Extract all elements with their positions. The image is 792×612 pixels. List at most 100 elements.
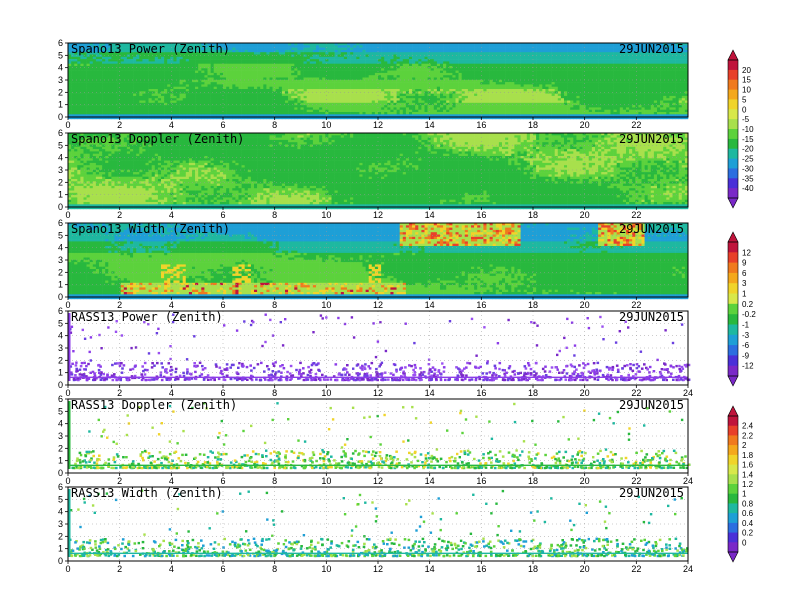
heatmap-cell <box>443 49 447 53</box>
heatmap-cell <box>505 54 509 58</box>
heatmap-cell <box>257 61 261 64</box>
heatmap-cell <box>455 86 459 90</box>
heatmap-cell <box>130 47 134 51</box>
heatmap-cell <box>210 68 214 71</box>
heatmap-cell <box>412 112 416 115</box>
heatmap-cell <box>244 107 249 110</box>
heatmap-cell <box>102 89 106 92</box>
heatmap-cell <box>266 61 270 64</box>
heatmap-cell <box>142 75 146 78</box>
heatmap-cell <box>430 95 435 99</box>
heatmap-cell <box>334 109 338 113</box>
heatmap-cell <box>195 91 199 94</box>
heatmap-cell <box>322 77 326 81</box>
heatmap-cell <box>238 89 242 92</box>
heatmap-cell <box>430 56 435 60</box>
heatmap-cell <box>86 102 90 106</box>
heatmap-cell <box>213 112 218 115</box>
heatmap-cell <box>176 47 180 51</box>
heatmap-cell <box>319 79 323 83</box>
heatmap-cell <box>514 82 518 85</box>
heatmap-cell <box>319 68 323 71</box>
heatmap-cell <box>424 43 428 46</box>
heatmap-cell <box>108 56 112 60</box>
heatmap-cell <box>399 116 404 120</box>
heatmap-cell <box>319 100 323 104</box>
heatmap-cell <box>312 116 317 120</box>
heatmap-cell <box>145 68 149 71</box>
heatmap-cell <box>467 61 472 64</box>
heatmap-cell <box>139 45 143 48</box>
heatmap-cell <box>99 56 103 60</box>
heatmap-cell <box>309 49 314 53</box>
heatmap-cell <box>213 68 218 71</box>
heatmap-cell <box>306 77 311 81</box>
heatmap-cell <box>114 70 118 74</box>
heatmap-cell <box>164 100 168 104</box>
heatmap-cell <box>71 116 75 120</box>
heatmap-cell <box>269 52 273 55</box>
heatmap-cell <box>68 95 72 99</box>
heatmap-cell <box>471 56 475 60</box>
heatmap-cell <box>387 95 391 99</box>
heatmap-cell <box>300 70 304 74</box>
heatmap-cell <box>192 68 196 71</box>
heatmap-cell <box>520 79 524 83</box>
heatmap-cell <box>471 61 475 64</box>
heatmap-cell <box>303 100 307 104</box>
heatmap-cell <box>514 63 518 67</box>
heatmap-cell <box>415 89 419 92</box>
heatmap-cell <box>533 59 537 62</box>
heatmap-cell <box>157 79 162 83</box>
heatmap-cell <box>343 116 348 120</box>
heatmap-cell <box>418 77 422 81</box>
heatmap-cell <box>436 79 441 83</box>
heatmap-cell <box>464 93 469 97</box>
heatmap-cell <box>486 68 490 71</box>
heatmap-cell <box>427 72 431 76</box>
heatmap-cell <box>185 63 190 67</box>
heatmap-cell <box>195 56 199 60</box>
heatmap-cell <box>86 68 90 71</box>
heatmap-cell <box>396 52 400 55</box>
heatmap-cell <box>480 66 484 69</box>
heatmap-cell <box>334 114 338 117</box>
heatmap-cell <box>83 79 87 83</box>
heatmap-cell <box>201 79 205 83</box>
heatmap-cell <box>188 63 193 67</box>
heatmap-cell <box>316 89 320 92</box>
heatmap-cell <box>387 45 391 48</box>
heatmap-cell <box>198 89 202 92</box>
heatmap-cell <box>185 116 190 120</box>
heatmap-cell <box>219 43 224 46</box>
heatmap-cell <box>405 102 410 106</box>
heatmap-cell <box>474 77 478 81</box>
heatmap-cell <box>526 100 531 104</box>
heatmap-cell <box>517 56 521 60</box>
heatmap-cell <box>241 77 245 81</box>
heatmap-cell <box>223 47 227 51</box>
heatmap-cell <box>446 89 450 92</box>
heatmap-cell <box>136 72 140 76</box>
heatmap-cell <box>210 109 214 113</box>
heatmap-cell <box>319 47 323 51</box>
heatmap-cell <box>381 95 385 99</box>
heatmap-cell <box>443 45 447 48</box>
heatmap-cell <box>309 56 314 60</box>
heatmap-cell <box>157 43 162 46</box>
heatmap-cell <box>216 59 221 62</box>
heatmap-cell <box>257 56 261 60</box>
heatmap-cell <box>399 84 404 87</box>
heatmap-cell <box>337 102 342 106</box>
heatmap-cell <box>483 89 487 92</box>
heatmap-cell <box>244 45 249 48</box>
heatmap-cell <box>99 109 103 113</box>
heatmap-cell <box>235 75 239 78</box>
heatmap-cell <box>148 61 152 64</box>
heatmap-cell <box>412 109 416 113</box>
heatmap-cell <box>108 86 112 90</box>
heatmap-cell <box>232 45 236 48</box>
heatmap-cell <box>533 98 537 101</box>
heatmap-cell <box>92 116 97 120</box>
heatmap-cell <box>393 56 397 60</box>
